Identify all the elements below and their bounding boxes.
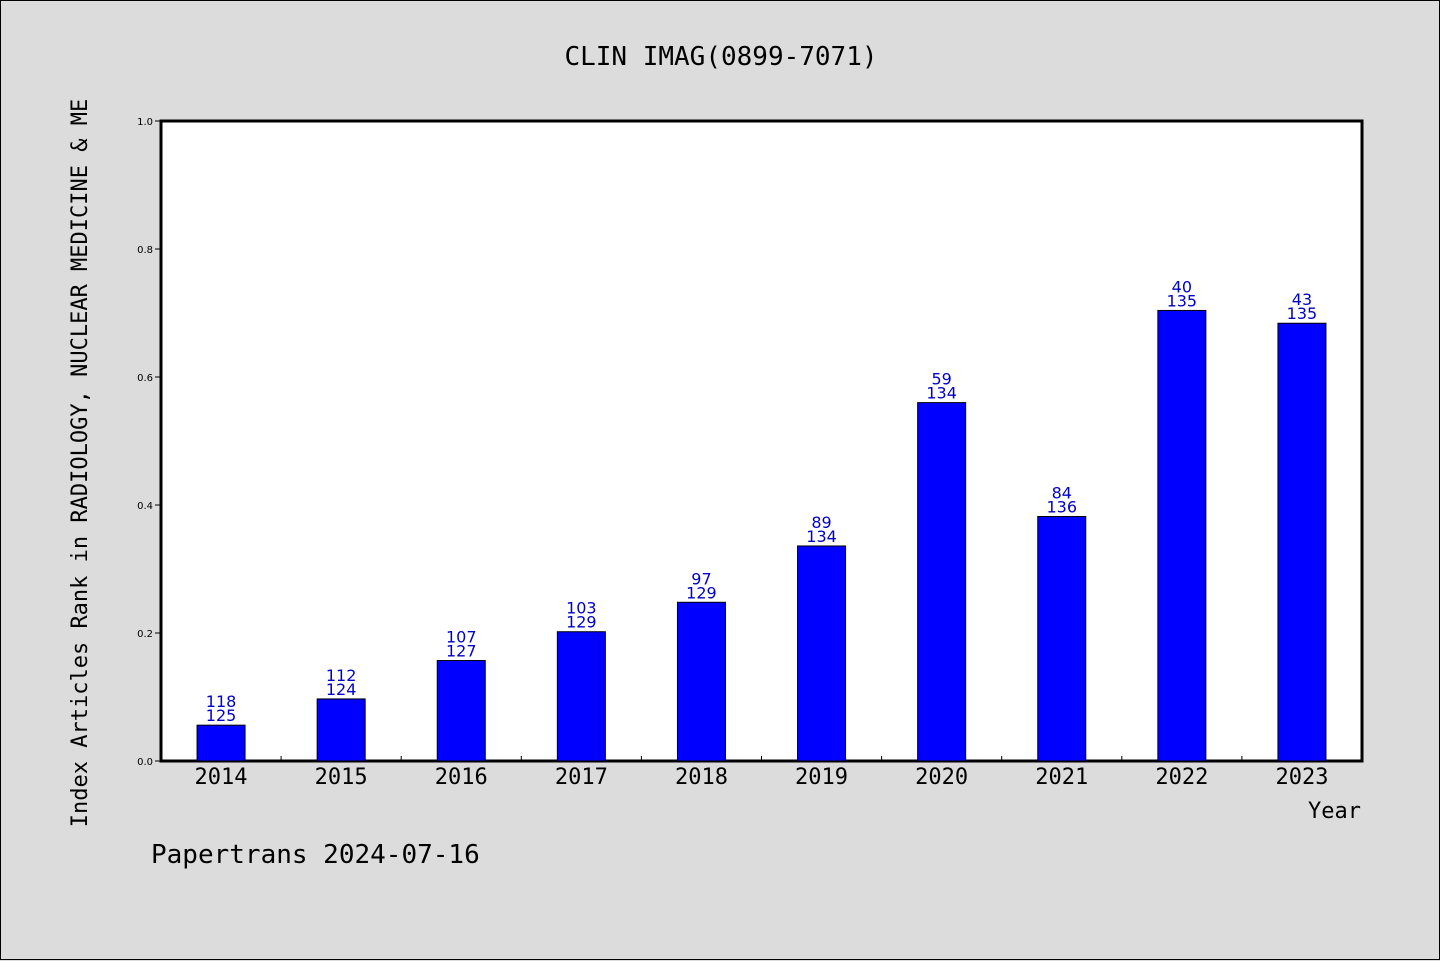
x-tick-label: 2022: [1155, 765, 1208, 790]
bar-label-rank: 84: [1052, 484, 1072, 503]
x-tick-label: 2017: [555, 765, 608, 790]
x-tick-label: 2023: [1275, 765, 1328, 790]
bar-label-rank: 43: [1292, 290, 1312, 309]
y-tick-label: 0.6: [137, 373, 153, 384]
bar-label-rank: 118: [206, 692, 237, 711]
bar-label-total: 127: [446, 642, 477, 661]
x-tick-label: 2019: [795, 765, 848, 790]
bar-label-rank: 107: [446, 628, 477, 647]
chart-title: CLIN IMAG(0899-7071): [564, 42, 877, 72]
x-tick-label: 2015: [315, 765, 368, 790]
bar-label-rank: 89: [811, 513, 831, 532]
bar-label-total: 129: [686, 583, 717, 602]
y-tick-label: 0.8: [137, 245, 153, 256]
bar-label-total: 129: [566, 613, 597, 632]
bar-label-total: 135: [1287, 304, 1318, 323]
bar: [556, 631, 606, 762]
bar: [797, 545, 847, 762]
bar: [316, 698, 366, 762]
bar-label-total: 125: [206, 706, 237, 725]
bar-label-total: 136: [1046, 498, 1077, 517]
bar-label-rank: 103: [566, 599, 597, 618]
bar: [1277, 322, 1327, 762]
bar-label-total: 134: [806, 527, 837, 546]
bar: [676, 601, 726, 762]
x-tick-label: 2018: [675, 765, 728, 790]
bar: [1157, 309, 1207, 762]
x-tick-label: 2014: [195, 765, 248, 790]
bar-label-rank: 59: [931, 370, 951, 389]
bar: [196, 724, 246, 762]
x-tick-label: 2021: [1035, 765, 1088, 790]
footer-text: Papertrans 2024-07-16: [151, 840, 480, 870]
x-tick-label: 2020: [915, 765, 968, 790]
x-axis-label: Year: [1308, 799, 1361, 824]
x-tick-label: 2016: [435, 765, 488, 790]
bar: [436, 660, 486, 762]
bar-label-rank: 40: [1172, 277, 1192, 296]
y-tick-label: 0.0: [137, 757, 153, 768]
bar: [917, 402, 967, 762]
bar-label-total: 124: [326, 680, 357, 699]
bar-label-rank: 112: [326, 666, 357, 685]
y-axis-label: Index Articles Rank in RADIOLOGY, NUCLEA…: [68, 99, 93, 827]
bar-label-total: 135: [1167, 291, 1198, 310]
bar-label-rank: 97: [691, 569, 711, 588]
y-tick-label: 0.2: [137, 629, 153, 640]
y-tick-label: 0.4: [137, 501, 153, 512]
bar-label-total: 134: [926, 384, 957, 403]
y-tick-label: 1.0: [137, 117, 153, 128]
bar: [1037, 516, 1087, 762]
